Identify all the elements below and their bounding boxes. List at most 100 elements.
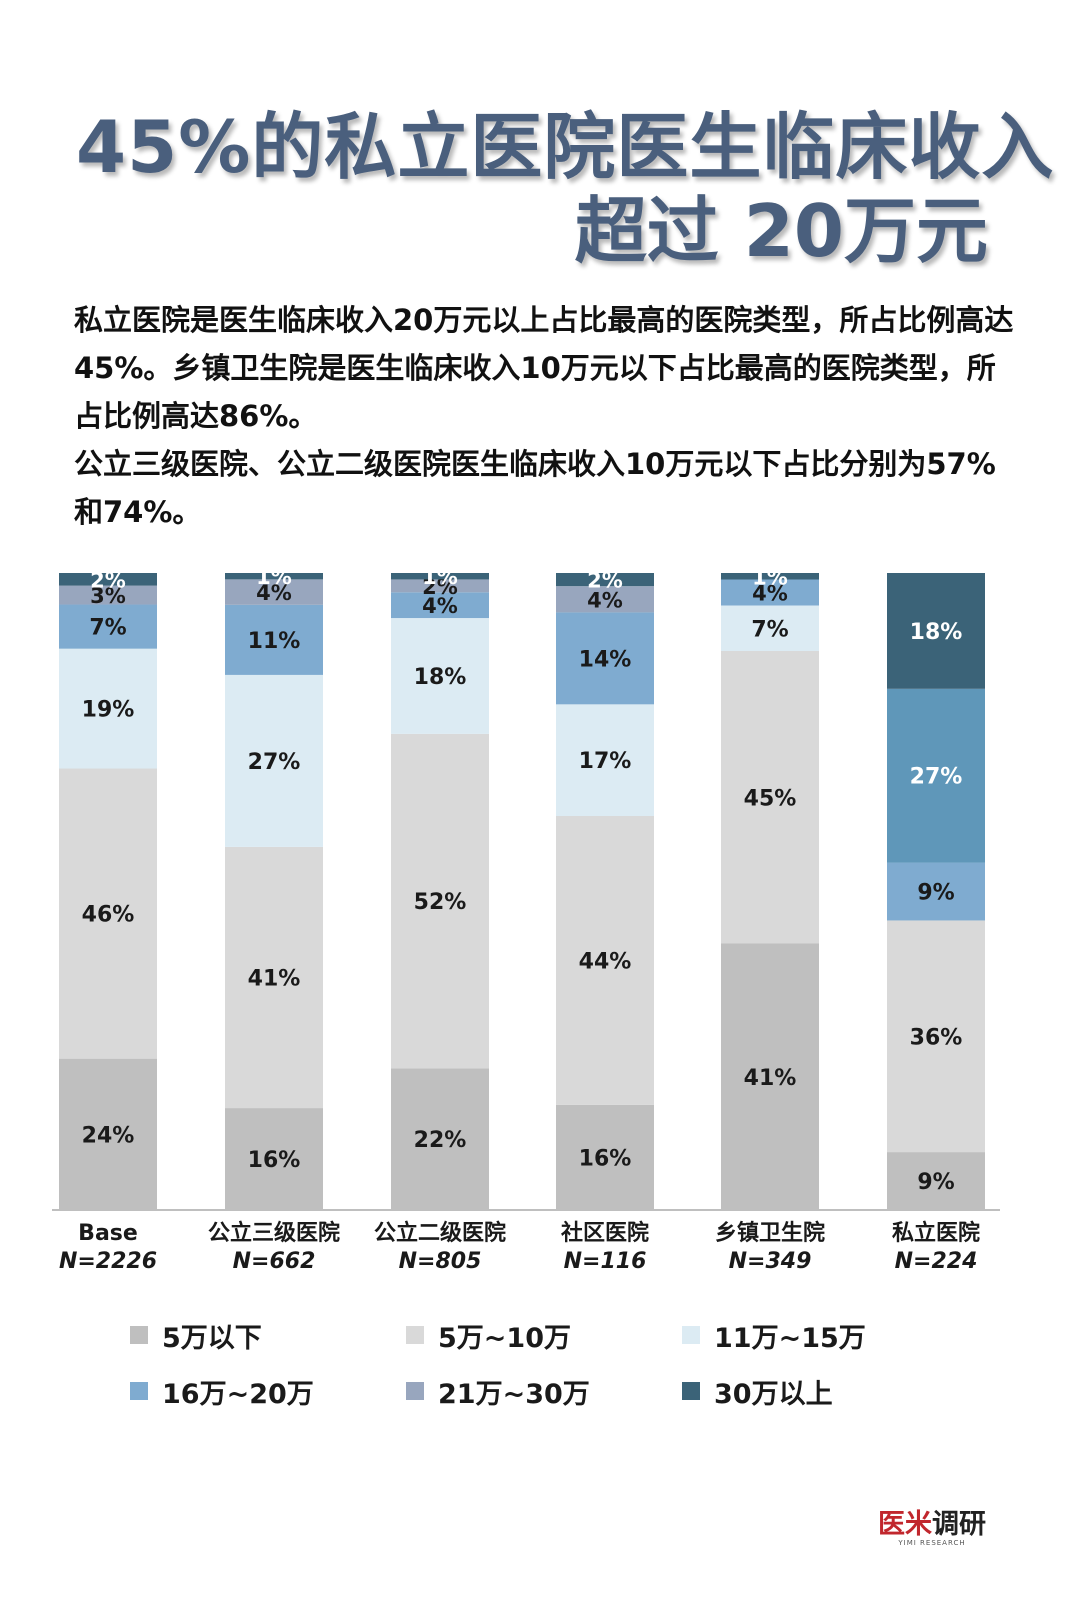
sample-size-label-4: N=349 xyxy=(729,1249,812,1274)
bar-segment-3-5 xyxy=(556,573,654,587)
legend-item-4: 21万~30万 xyxy=(406,1374,682,1410)
data-label-0-5: 2% xyxy=(90,568,126,592)
data-label-3-3: 14% xyxy=(579,647,632,672)
data-label-3-4: 4% xyxy=(587,588,623,612)
category-label-0: Base xyxy=(78,1221,138,1246)
legend-label-1: 5万~10万 xyxy=(438,1322,571,1354)
bar-segment-2-2 xyxy=(391,618,489,734)
legend-swatch-0 xyxy=(130,1326,148,1344)
bar-segment-2-1 xyxy=(391,733,489,1069)
logo-text-red: 医米 xyxy=(878,1509,932,1540)
data-label-1-1: 41% xyxy=(248,966,301,991)
bar-segment-0-0 xyxy=(59,1058,157,1210)
legend-label-5: 30万以上 xyxy=(714,1378,833,1410)
data-label-3-1: 44% xyxy=(579,949,632,974)
sample-size-label-0: N=2226 xyxy=(59,1249,157,1274)
data-label-0-3: 7% xyxy=(89,616,126,641)
bar-segment-2-3 xyxy=(391,592,489,619)
data-label-0-1: 46% xyxy=(82,903,135,928)
data-label-4-3: 4% xyxy=(752,582,788,606)
data-label-4-5: 1% xyxy=(752,565,788,589)
category-label-5: 私立医院 xyxy=(892,1220,980,1246)
sample-size-label-1: N=662 xyxy=(233,1249,316,1274)
data-label-1-3: 11% xyxy=(248,629,301,654)
bar-segment-4-2 xyxy=(721,605,819,651)
category-label-2: 公立二级医院 xyxy=(374,1220,506,1246)
bar-segment-1-1 xyxy=(225,846,323,1109)
bar-segment-3-3 xyxy=(556,612,654,705)
legend-label-2: 11万~15万 xyxy=(714,1322,866,1354)
data-label-2-1: 52% xyxy=(414,890,467,915)
chart-legend: 5万以下 5万~10万 11万~15万 16万~20万 21万~30万 30万以上 xyxy=(130,1318,950,1410)
description-paragraph-1: 私立医院是医生临床收入20万元以上占比最高的医院类型，所占比例高达45%。乡镇卫… xyxy=(74,303,1014,433)
legend-label-0: 5万以下 xyxy=(162,1322,262,1354)
data-label-5-0: 9% xyxy=(917,1170,954,1195)
bar-segment-1-4 xyxy=(225,579,323,605)
data-label-5-5: 18% xyxy=(910,620,963,645)
data-label-2-3: 4% xyxy=(422,594,458,618)
legend-swatch-5 xyxy=(682,1382,700,1400)
legend-swatch-2 xyxy=(682,1326,700,1344)
bar-segment-4-1 xyxy=(721,651,819,944)
sample-size-label-5: N=224 xyxy=(895,1249,978,1274)
bar-segment-1-0 xyxy=(225,1108,323,1210)
category-label-1: 公立三级医院 xyxy=(208,1220,340,1246)
data-label-0-4: 3% xyxy=(90,584,126,608)
bar-segment-5-1 xyxy=(887,920,985,1153)
legend-item-0: 5万以下 xyxy=(130,1318,406,1354)
legend-label-3: 16万~20万 xyxy=(162,1378,314,1410)
data-label-3-5: 2% xyxy=(587,569,623,593)
description: 私立医院是医生临床收入20万元以上占比最高的医院类型，所占比例高达45%。乡镇卫… xyxy=(74,296,1014,536)
logo-english: YIMI RESEARCH xyxy=(898,1539,966,1547)
data-label-3-0: 16% xyxy=(579,1146,632,1171)
legend-item-3: 16万~20万 xyxy=(130,1374,406,1410)
legend-swatch-1 xyxy=(406,1326,424,1344)
description-paragraph-2: 公立三级医院、公立二级医院医生临床收入10万元以下占比分别为57%和74%。 xyxy=(74,447,996,529)
sample-size-label-3: N=116 xyxy=(564,1249,647,1274)
data-label-0-2: 19% xyxy=(82,698,135,723)
bar-segment-0-5 xyxy=(59,573,157,586)
category-label-3: 社区医院 xyxy=(561,1220,649,1246)
bar-segment-4-3 xyxy=(721,579,819,606)
legend-item-5: 30万以上 xyxy=(682,1374,950,1410)
bar-segment-3-2 xyxy=(556,704,654,816)
data-label-1-2: 27% xyxy=(248,750,301,775)
bar-segment-1-3 xyxy=(225,604,323,675)
bar-segment-0-2 xyxy=(59,648,157,769)
bar-segment-5-3 xyxy=(887,862,985,921)
bar-segment-3-1 xyxy=(556,815,654,1105)
bar-segment-5-0 xyxy=(887,1152,985,1210)
data-label-1-0: 16% xyxy=(248,1148,301,1173)
legend-swatch-3 xyxy=(130,1382,148,1400)
brand-logo: 医米调研 YIMI RESEARCH xyxy=(872,1502,992,1547)
chart-title-line2: 超过 20万元 xyxy=(574,189,988,273)
data-label-4-1: 45% xyxy=(744,786,797,811)
data-label-5-1: 36% xyxy=(910,1025,963,1050)
data-label-2-0: 22% xyxy=(414,1128,467,1153)
bar-segment-2-0 xyxy=(391,1068,489,1210)
data-label-5-3: 9% xyxy=(917,881,954,906)
bar-segment-5-5 xyxy=(887,573,985,689)
bar-segment-5-4 xyxy=(887,688,985,863)
data-label-1-5: 1% xyxy=(256,565,292,589)
bar-segment-2-4 xyxy=(391,579,489,593)
chart-title-line1: 45%的私立医院医生临床收入 xyxy=(76,105,1055,189)
data-label-0-0: 24% xyxy=(82,1123,135,1148)
bar-segment-0-1 xyxy=(59,768,157,1059)
bar-segment-4-5 xyxy=(721,573,819,580)
legend-item-2: 11万~15万 xyxy=(682,1318,950,1354)
legend-label-4: 21万~30万 xyxy=(438,1378,590,1410)
bar-segment-1-2 xyxy=(225,674,323,847)
data-label-1-4: 4% xyxy=(256,581,292,605)
bar-segment-0-3 xyxy=(59,604,157,649)
data-label-4-0: 41% xyxy=(744,1066,797,1091)
bar-segment-3-4 xyxy=(556,586,654,613)
stacked-bar-chart: 24%46%19%7%3%2%BaseN=222616%41%27%11%4%1… xyxy=(52,565,1000,1274)
legend-swatch-4 xyxy=(406,1382,424,1400)
data-label-3-2: 17% xyxy=(579,749,632,774)
bar-segment-0-4 xyxy=(59,585,157,605)
logo-text-dark: 调研 xyxy=(932,1509,986,1540)
data-label-2-5: 1% xyxy=(422,565,458,589)
bar-segment-4-0 xyxy=(721,943,819,1210)
bar-segment-1-5 xyxy=(225,573,323,580)
